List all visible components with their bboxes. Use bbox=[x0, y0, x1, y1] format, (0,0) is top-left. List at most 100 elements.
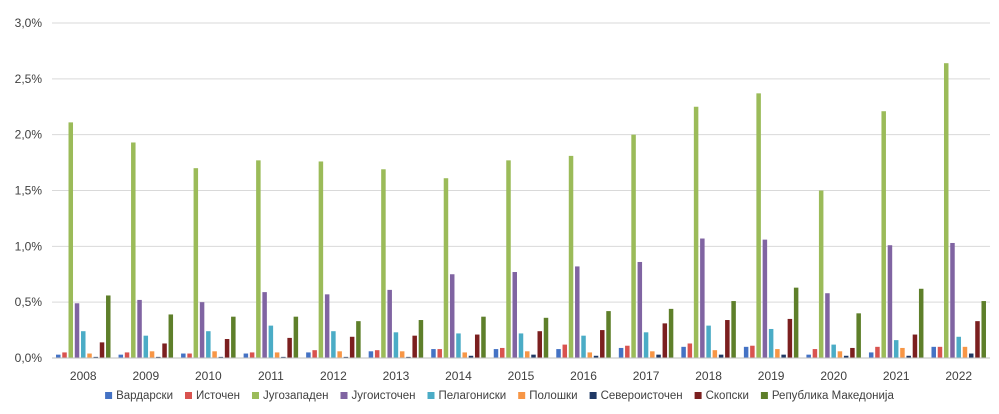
bar bbox=[500, 347, 505, 358]
bar bbox=[368, 351, 374, 358]
y-tick-label: 0,5% bbox=[15, 295, 43, 309]
bar bbox=[718, 354, 724, 358]
legend-label: Полошки bbox=[529, 390, 577, 402]
bar bbox=[706, 325, 711, 358]
x-tick-label: 2019 bbox=[758, 369, 785, 383]
x-tick-label: 2011 bbox=[258, 369, 284, 383]
bar bbox=[625, 345, 630, 358]
bar bbox=[887, 245, 893, 358]
bar bbox=[768, 328, 774, 358]
x-tick-label: 2021 bbox=[883, 369, 910, 383]
bar bbox=[793, 287, 799, 358]
bar bbox=[149, 351, 155, 358]
bar bbox=[337, 351, 342, 358]
x-tick-label: 2017 bbox=[633, 369, 660, 383]
bar bbox=[543, 317, 549, 358]
bar bbox=[725, 320, 730, 358]
bar bbox=[575, 266, 580, 358]
bar bbox=[131, 142, 136, 358]
legend-swatch bbox=[427, 392, 435, 399]
legend-swatch bbox=[105, 392, 113, 399]
legend-swatch bbox=[252, 392, 259, 399]
bar bbox=[587, 352, 593, 358]
bar bbox=[331, 331, 336, 358]
bar bbox=[468, 355, 474, 358]
bar bbox=[662, 323, 668, 358]
legend-label: Вардарски bbox=[116, 390, 173, 402]
bar bbox=[212, 351, 217, 358]
bar bbox=[525, 351, 530, 358]
bar bbox=[637, 261, 643, 358]
bar bbox=[818, 190, 824, 358]
bar bbox=[656, 354, 661, 358]
legend-label: Пелагониски bbox=[439, 390, 507, 402]
bar bbox=[556, 349, 561, 358]
y-tick-label: 2,5% bbox=[15, 72, 43, 86]
bar bbox=[687, 343, 693, 358]
bar bbox=[775, 349, 780, 358]
bar bbox=[156, 356, 161, 358]
legend-label: Република Македонија bbox=[772, 390, 895, 402]
bar bbox=[868, 352, 874, 358]
bar bbox=[781, 354, 786, 358]
bar bbox=[437, 349, 442, 358]
bar bbox=[756, 93, 761, 358]
bar bbox=[956, 336, 961, 358]
bar bbox=[262, 292, 267, 358]
bar bbox=[912, 334, 918, 358]
bar bbox=[843, 355, 849, 358]
legend: Вардарски Источен Југозападен Југоисточен Пе… bbox=[105, 390, 894, 402]
bar bbox=[181, 353, 186, 358]
bar bbox=[518, 333, 524, 358]
bar bbox=[443, 178, 449, 358]
bar bbox=[199, 302, 205, 358]
bar bbox=[406, 356, 411, 358]
bar bbox=[306, 352, 311, 358]
bar bbox=[481, 316, 486, 358]
bar bbox=[168, 314, 174, 358]
bar bbox=[449, 274, 455, 358]
bar bbox=[193, 168, 199, 358]
bar bbox=[806, 354, 811, 358]
bar bbox=[693, 106, 699, 358]
bar bbox=[456, 333, 461, 358]
bars bbox=[56, 63, 986, 358]
bar bbox=[668, 308, 674, 358]
bar bbox=[68, 122, 74, 358]
bar bbox=[581, 335, 586, 358]
legend-swatch bbox=[518, 392, 526, 399]
bar bbox=[900, 347, 905, 358]
bar bbox=[825, 293, 830, 358]
bar bbox=[106, 295, 111, 358]
bar bbox=[224, 339, 230, 358]
bar bbox=[937, 346, 943, 358]
bar bbox=[762, 239, 768, 358]
bar bbox=[268, 325, 274, 358]
bar bbox=[74, 303, 80, 358]
bar bbox=[99, 342, 105, 358]
bar bbox=[231, 316, 236, 358]
bar bbox=[731, 301, 736, 358]
bar bbox=[743, 346, 749, 358]
bar bbox=[318, 161, 324, 358]
bar bbox=[124, 352, 130, 358]
bar bbox=[381, 169, 386, 358]
bar bbox=[118, 354, 124, 358]
bar bbox=[249, 352, 255, 358]
x-tick-label: 2009 bbox=[132, 369, 159, 383]
bar bbox=[850, 347, 855, 358]
bar bbox=[349, 336, 355, 358]
bar bbox=[650, 351, 655, 358]
bar bbox=[856, 313, 861, 358]
bar bbox=[256, 160, 261, 358]
bar bbox=[568, 155, 574, 358]
bar bbox=[312, 350, 317, 358]
y-axis-ticks: 0,0% 0,5% 1,0% 1,5% 2,0% 2,5% 3,0% bbox=[15, 16, 43, 365]
bar bbox=[968, 353, 974, 358]
bar bbox=[893, 340, 899, 358]
legend-label: Југоисточен bbox=[352, 390, 416, 402]
bar bbox=[962, 346, 968, 358]
bar bbox=[62, 352, 67, 358]
bar bbox=[750, 345, 755, 358]
legend-swatch bbox=[760, 392, 768, 399]
